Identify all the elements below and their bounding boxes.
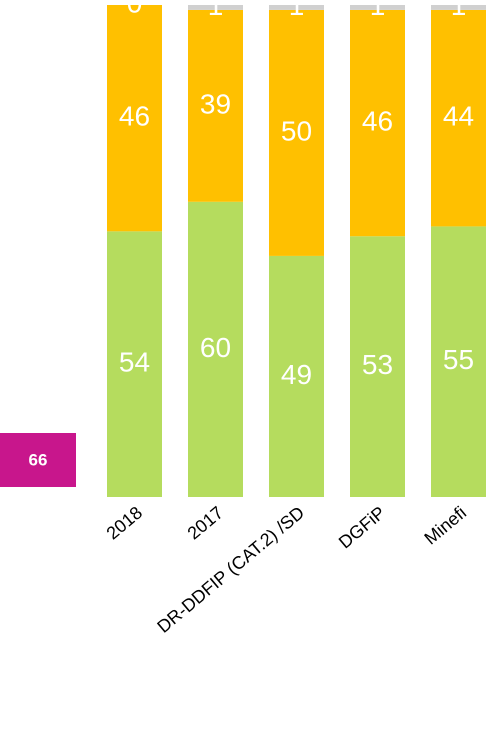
bar-segment (350, 5, 405, 10)
value-label: 1 (451, 0, 467, 21)
value-label: 39 (200, 88, 231, 119)
value-label: 54 (119, 347, 150, 378)
value-label: 0 (127, 0, 143, 18)
value-label: 55 (443, 344, 474, 375)
bar-segment (431, 226, 486, 497)
bar-segment (188, 201, 243, 498)
x-tick-label: DR-DDFIP (CAT.2) /SD (153, 502, 308, 636)
bar-segment (107, 231, 162, 497)
value-label: 46 (362, 105, 393, 136)
bar-segment (431, 5, 486, 10)
bar-segment (350, 236, 405, 498)
value-label: 49 (281, 359, 312, 390)
bar-segment (269, 255, 324, 497)
annotation: 66 (29, 450, 48, 469)
x-tick-label: 2018 (103, 502, 147, 543)
bar-segment (431, 9, 486, 227)
bar-segment (269, 9, 324, 256)
x-tick-label: 2017 (184, 502, 228, 543)
value-label: 1 (289, 0, 305, 21)
bar-segment (269, 5, 324, 10)
bar-segment (188, 9, 243, 202)
bar-segment (188, 5, 243, 10)
value-label: 60 (200, 332, 231, 363)
bar-segment (350, 9, 405, 237)
value-label: 46 (119, 101, 150, 132)
annotation-box (0, 433, 76, 487)
value-label: 53 (362, 349, 393, 380)
value-label: 50 (281, 115, 312, 146)
value-label: 1 (208, 0, 224, 21)
x-tick-label: DGFiP (335, 502, 389, 552)
x-tick-label: Minefi (420, 502, 470, 548)
value-label: 1 (370, 0, 386, 21)
bar-segment (107, 5, 162, 232)
value-label: 44 (443, 101, 474, 132)
